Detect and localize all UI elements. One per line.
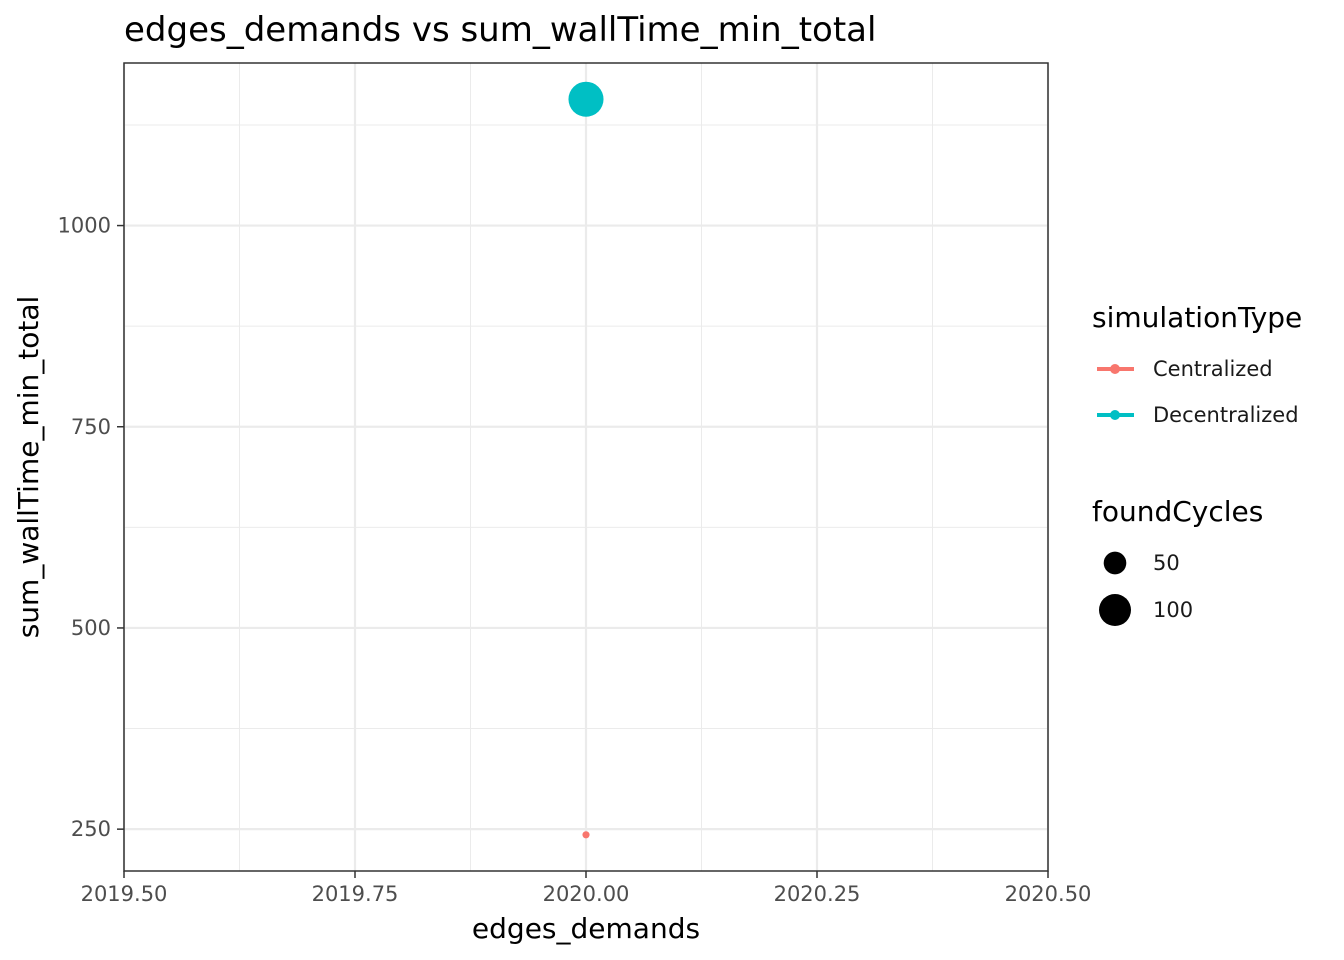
y-tick-label: 750 (71, 415, 111, 439)
data-point-centralized (582, 831, 590, 839)
legend: simulationType Centralized Decentralized… (1092, 301, 1302, 626)
x-tick-label: 2020.50 (1005, 882, 1092, 906)
size-legend-key-50 (1103, 551, 1127, 575)
size-legend-keys (1099, 551, 1131, 626)
x-axis-title: edges_demands (472, 912, 700, 945)
y-tick-label: 500 (71, 616, 111, 640)
color-legend-keys (1097, 364, 1134, 420)
legend-key-point-centralized (1110, 364, 1120, 374)
data-point-decentralized (568, 81, 604, 117)
x-tick-labels: 2019.50 2019.75 2020.00 2020.25 2020.50 (81, 882, 1092, 906)
x-tick-label: 2020.00 (543, 882, 630, 906)
data-points (568, 81, 604, 839)
legend-key-point-decentralized (1110, 410, 1120, 420)
x-tick-label: 2019.75 (312, 882, 399, 906)
x-tick-label: 2019.50 (81, 882, 168, 906)
size-legend-title: foundCycles (1092, 495, 1263, 528)
y-tick-label: 1000 (58, 214, 111, 238)
size-legend-label-50: 50 (1153, 551, 1180, 575)
x-tick-label: 2020.25 (774, 882, 861, 906)
legend-label-centralized: Centralized (1153, 357, 1273, 381)
y-tick-labels: 250 500 750 1000 (58, 214, 111, 842)
y-axis-title: sum_wallTime_min_total (12, 296, 45, 639)
chart-title: edges_demands vs sum_wallTime_min_total (124, 10, 876, 50)
axis-ticks (117, 224, 1049, 878)
size-legend-key-100 (1099, 594, 1131, 626)
color-legend-title: simulationType (1092, 301, 1302, 334)
legend-label-decentralized: Decentralized (1153, 403, 1299, 427)
y-tick-label: 250 (71, 817, 111, 841)
size-legend-label-100: 100 (1153, 598, 1193, 622)
